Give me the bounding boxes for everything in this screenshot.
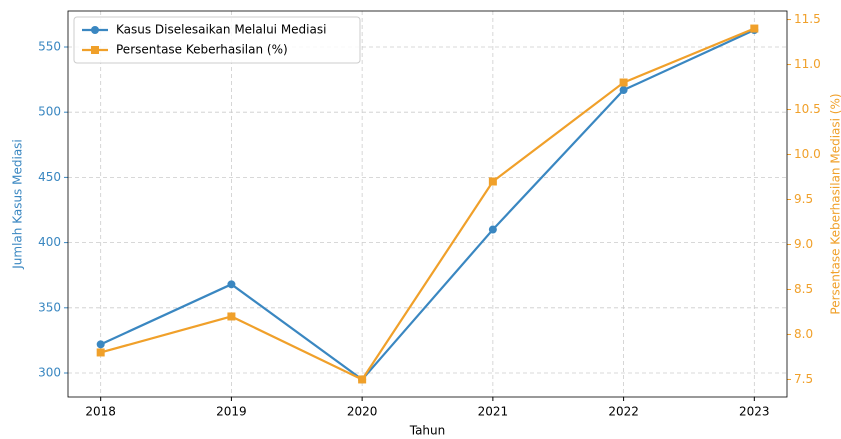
point — [358, 375, 367, 384]
x-tick-label: 2023 — [739, 405, 770, 419]
point — [227, 312, 236, 321]
y-tick-label: 350 — [38, 300, 61, 314]
point — [619, 78, 628, 87]
y2-axis-label: Persentase Keberhasilan Mediasi (%) — [829, 93, 841, 314]
x-tick-label: 2022 — [608, 405, 639, 419]
legend-label: Persentase Keberhasilan (%) — [116, 43, 288, 57]
x-tick-label: 2021 — [478, 405, 509, 419]
y2-tick-label: 7.5 — [794, 372, 813, 386]
y-tick-label: 300 — [38, 366, 61, 380]
point — [619, 86, 628, 95]
y2-tick-label: 8.0 — [794, 327, 813, 341]
y2-tick-label: 9.5 — [794, 192, 813, 206]
legend-marker — [91, 26, 99, 34]
point — [96, 348, 105, 357]
y-axis-label: Jumlah Kasus Mediasi — [11, 139, 25, 270]
series-line — [100, 27, 755, 381]
y-tick-label: 550 — [38, 39, 61, 53]
legend-box — [73, 16, 361, 64]
y2-tick-label: 9.0 — [794, 237, 813, 251]
y2-tick-label: 11.0 — [794, 57, 821, 71]
plot-frame — [67, 10, 788, 398]
x-tick-label: 2019 — [216, 405, 247, 419]
x-tick-label: 2020 — [347, 405, 378, 419]
x-axis-label: Tahun — [409, 424, 446, 438]
y2-tick-label: 10.5 — [794, 102, 821, 116]
y-tick-label: 450 — [38, 170, 61, 184]
y-tick-label: 500 — [38, 105, 61, 119]
legend-marker — [91, 46, 99, 54]
x-tick-label: 2018 — [85, 405, 116, 419]
point — [750, 24, 759, 33]
point — [488, 225, 497, 234]
point — [227, 280, 236, 289]
point — [488, 177, 497, 186]
legend-label: Kasus Diselesaikan Melalui Mediasi — [116, 23, 326, 37]
point — [96, 340, 105, 349]
y2-tick-label: 10.0 — [794, 147, 821, 161]
series-line — [100, 29, 755, 382]
y2-tick-label: 8.5 — [794, 282, 813, 296]
y-tick-label: 400 — [38, 235, 61, 249]
y2-tick-label: 11.5 — [794, 12, 821, 26]
